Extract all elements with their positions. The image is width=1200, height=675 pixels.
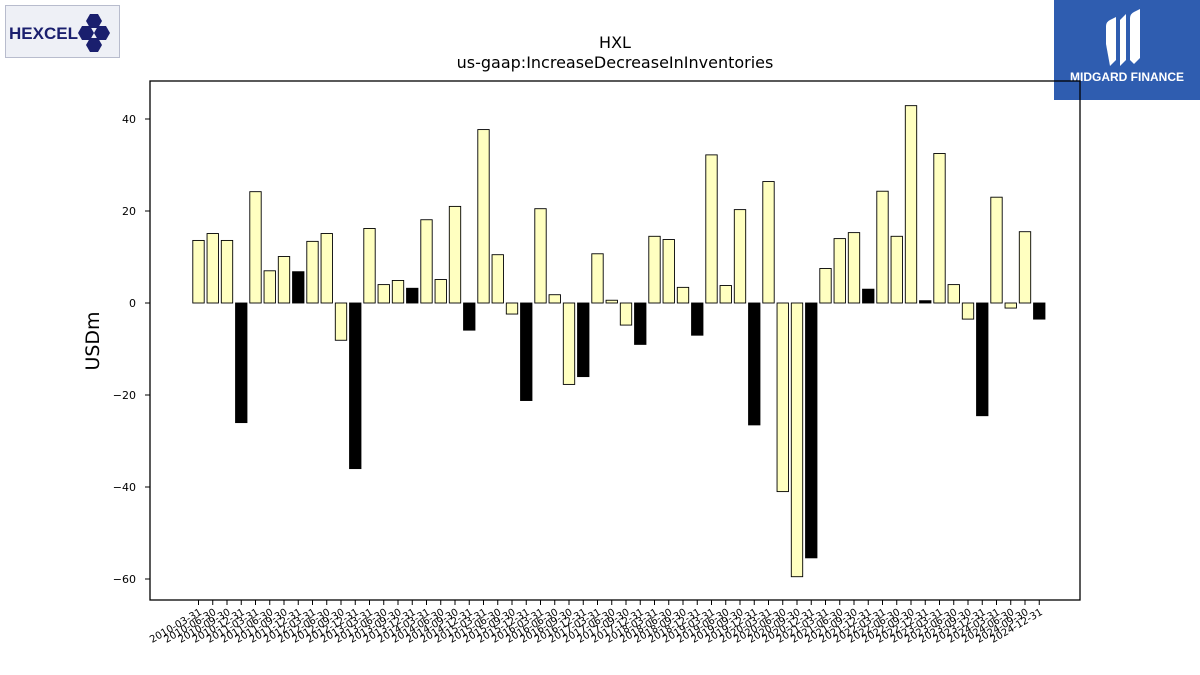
bar	[406, 287, 419, 304]
bar	[634, 302, 647, 345]
bar	[876, 190, 889, 304]
bar	[733, 209, 747, 304]
bar	[292, 271, 305, 304]
bar	[919, 300, 932, 304]
y-tick-label: 0	[129, 297, 136, 310]
bar	[420, 219, 433, 304]
bar	[206, 233, 219, 304]
midgard-finance-logo: MIDGARD FINANCE	[1054, 0, 1200, 100]
bar	[990, 196, 1003, 304]
bar	[534, 208, 547, 304]
y-tick-label: −60	[113, 573, 136, 586]
bar	[862, 288, 875, 304]
bar	[805, 302, 818, 559]
bar	[933, 153, 946, 304]
bar	[548, 294, 561, 304]
bar	[434, 279, 447, 304]
bar	[961, 302, 975, 320]
bar	[562, 302, 576, 385]
chart-subtitle: us-gaap:IncreaseDecreaseInInventories	[457, 53, 774, 72]
bar	[349, 302, 362, 470]
bar	[263, 270, 276, 304]
y-tick-label: −40	[113, 481, 136, 494]
bar	[748, 302, 761, 426]
bar	[520, 302, 533, 401]
bar	[249, 191, 262, 304]
midgard-logo-text: MIDGARD FINANCE	[1070, 70, 1184, 84]
bar	[819, 268, 832, 304]
y-axis-label: USDm	[82, 311, 104, 370]
bar	[306, 240, 319, 304]
bar	[1018, 231, 1032, 304]
bar	[790, 302, 804, 578]
hexcel-logo: HEXCEL	[5, 5, 120, 58]
bar	[847, 232, 861, 304]
bar	[676, 286, 690, 304]
bar	[1004, 302, 1017, 309]
bar	[235, 302, 248, 424]
y-tick-label: 20	[122, 205, 136, 218]
bar	[976, 302, 989, 417]
bar	[776, 302, 789, 493]
midgard-m-icon	[1106, 9, 1140, 66]
bar	[477, 129, 490, 304]
bar	[491, 254, 504, 304]
bar	[591, 253, 604, 304]
hexcel-logo-text: HEXCEL	[9, 24, 78, 43]
plot-frame	[149, 80, 1081, 601]
bar	[890, 235, 903, 304]
bar	[277, 256, 291, 304]
bar	[648, 235, 661, 304]
bar	[577, 302, 590, 378]
bar-series	[192, 105, 1046, 578]
x-axis: 2010-03-312010-06-302010-09-302010-12-31…	[148, 600, 1045, 646]
midgard-logo-graphic: MIDGARD FINANCE	[1070, 9, 1184, 84]
bar	[719, 285, 732, 304]
bar	[691, 302, 704, 336]
y-tick-label: 40	[122, 113, 136, 126]
bar	[391, 280, 405, 304]
bar	[220, 239, 234, 304]
bar	[505, 302, 519, 315]
bar	[947, 284, 960, 304]
bar	[619, 302, 633, 326]
hexagon-cluster-icon	[78, 14, 110, 52]
bar	[762, 181, 775, 304]
bar	[334, 302, 348, 341]
bar	[377, 284, 390, 304]
y-tick-label: −20	[113, 389, 136, 402]
y-axis: 40 20 0 −20 −40 −60	[113, 113, 150, 586]
bar	[192, 239, 205, 304]
bar	[833, 238, 846, 304]
hexcel-logo-graphic: HEXCEL	[9, 14, 110, 52]
bar	[363, 228, 376, 304]
bar	[463, 302, 476, 331]
bar	[448, 205, 462, 304]
bar	[320, 233, 333, 304]
bar	[605, 299, 618, 304]
chart-title: HXL	[599, 33, 631, 52]
bar	[904, 105, 918, 304]
bar	[662, 239, 675, 304]
bar	[705, 154, 718, 304]
bar	[1033, 302, 1046, 320]
